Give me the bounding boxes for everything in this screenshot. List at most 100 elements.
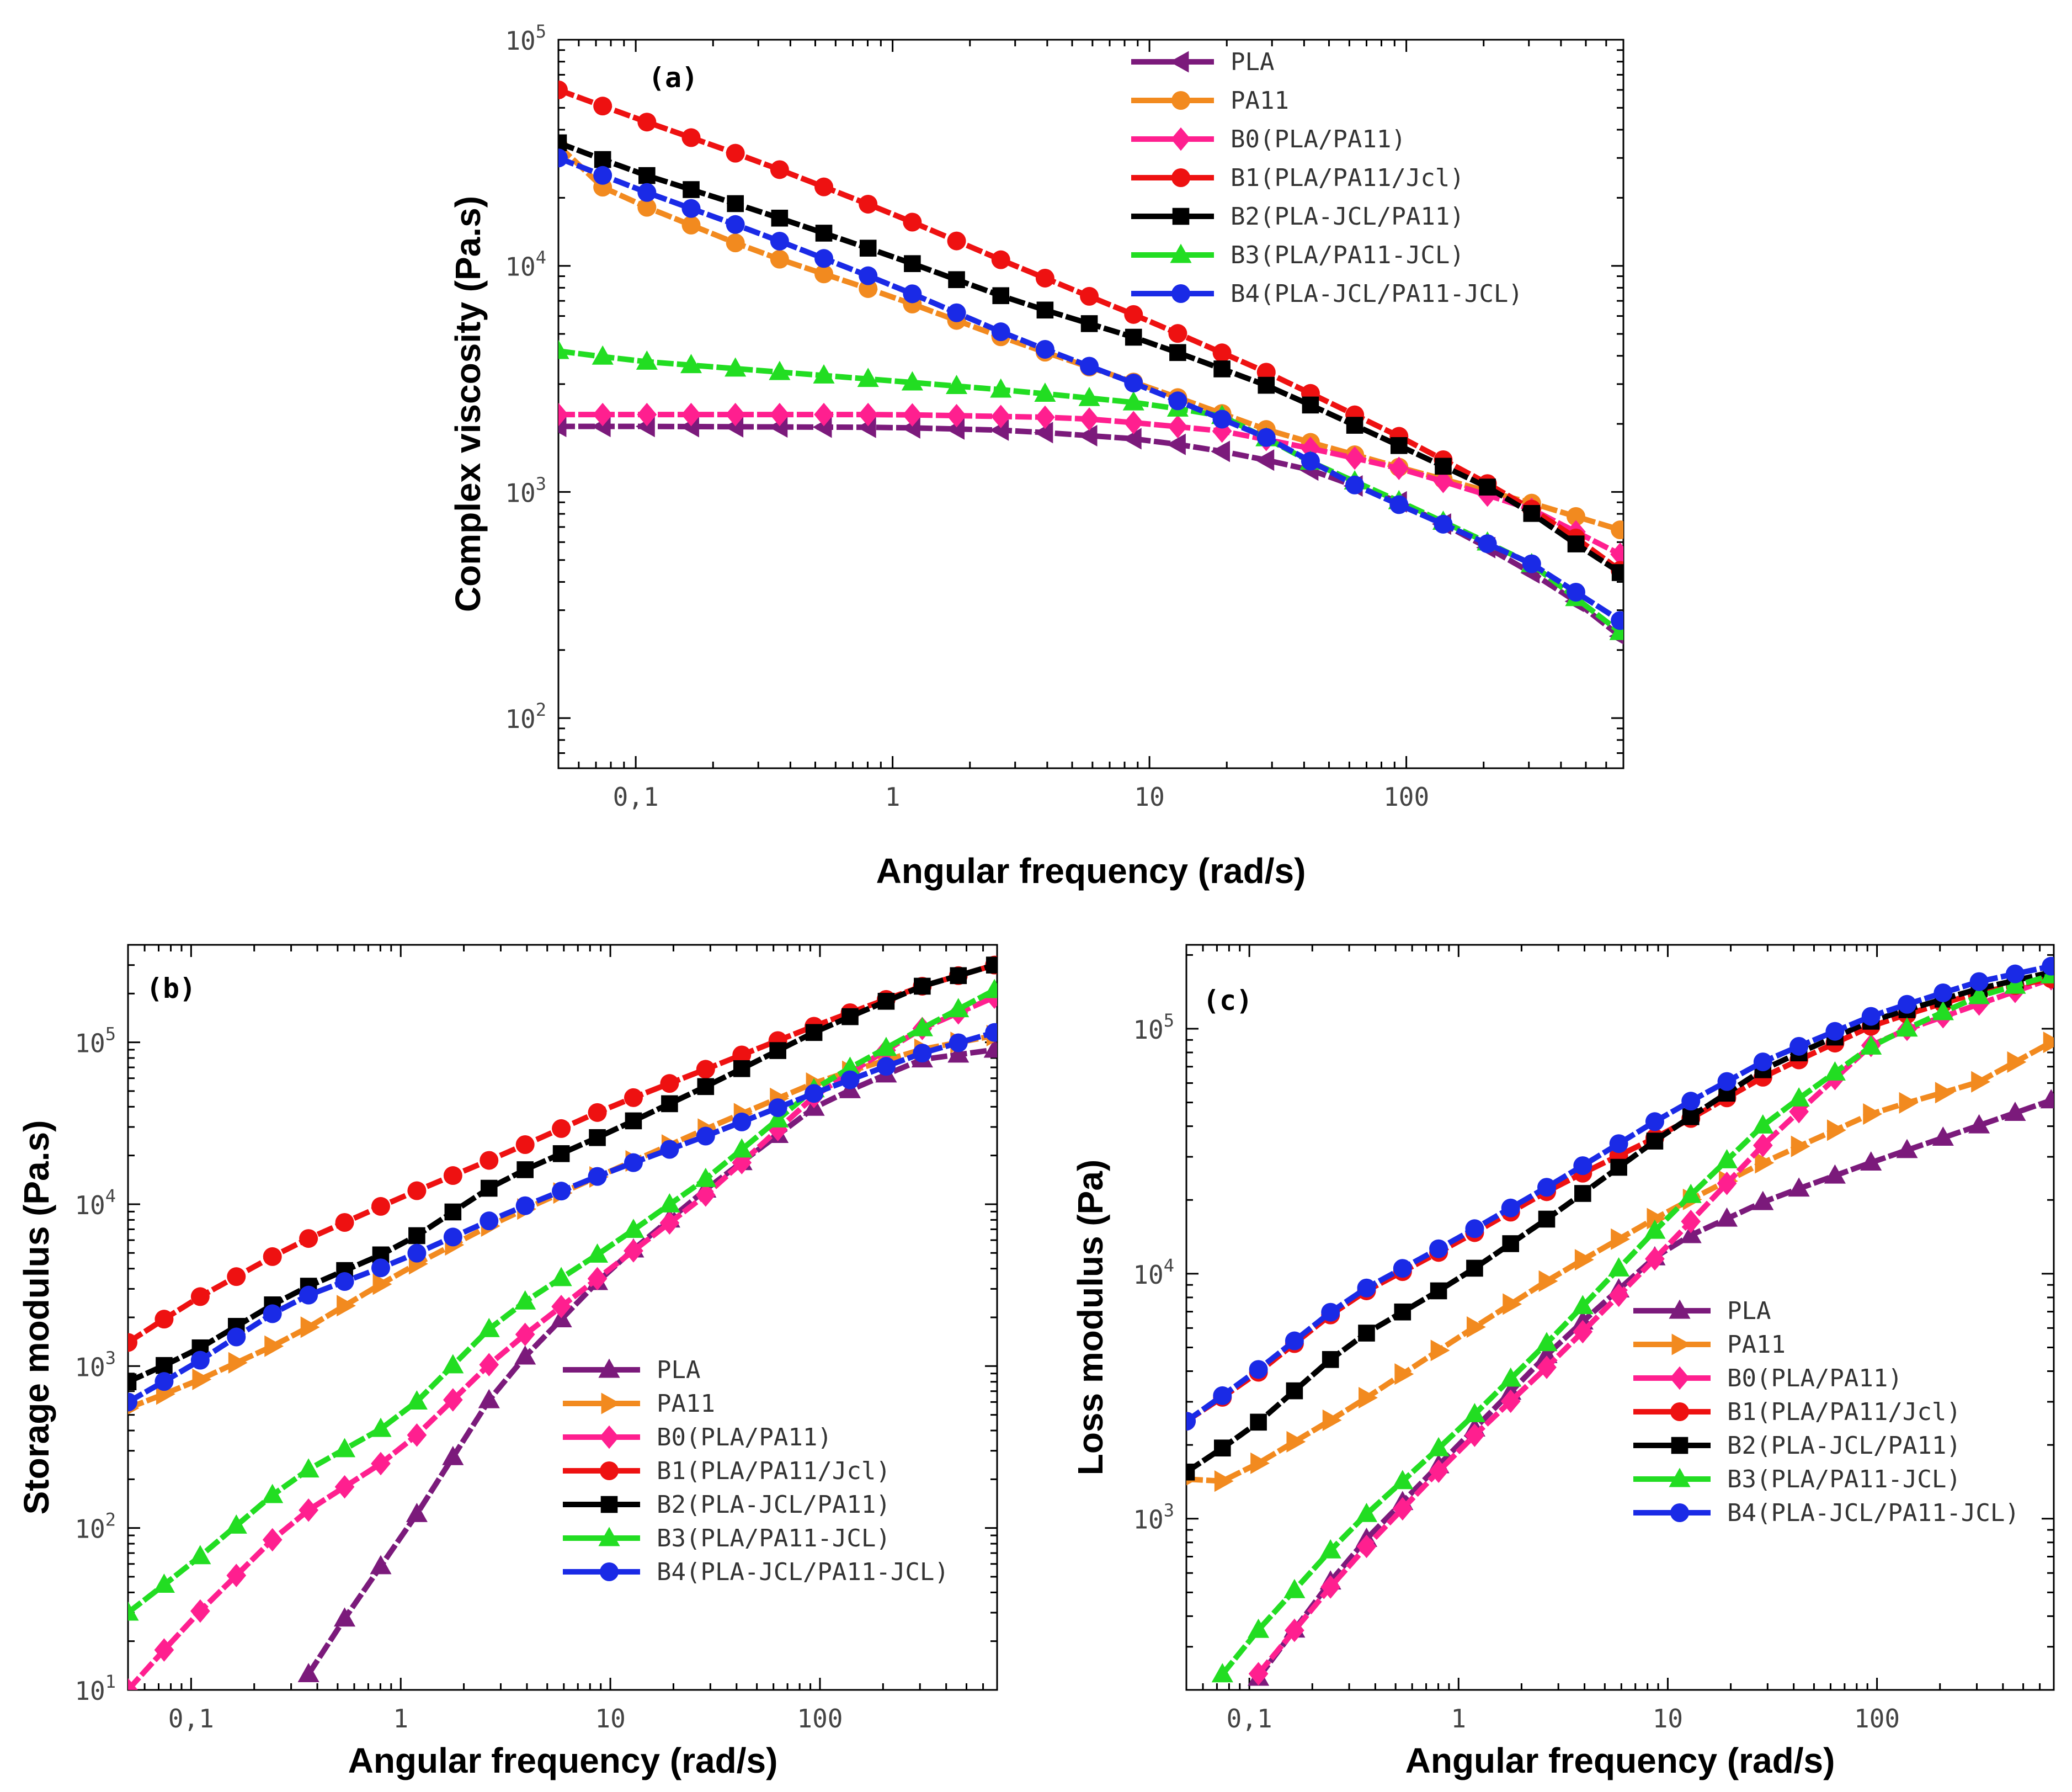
y-tick-label: 102 <box>505 699 546 734</box>
legend-item-b2: B2(PLA-JCL/PA11) <box>1633 1432 1961 1460</box>
data-point <box>407 1181 427 1200</box>
data-point <box>1716 1207 1738 1227</box>
legend: PLA PA11 B0(PLA/PA11) B1(PLA/PA11/Jcl) B2(PL… <box>563 1356 949 1586</box>
data-point <box>1645 1247 1665 1271</box>
data-point <box>771 209 789 227</box>
data-point <box>1611 520 1623 540</box>
data-point <box>769 360 791 380</box>
data-point <box>443 1227 462 1247</box>
series-line <box>1220 972 2052 1676</box>
data-point <box>1502 1235 1520 1252</box>
y-tick-label: 101 <box>74 1671 116 1706</box>
legend-swatch-marker <box>1171 284 1190 303</box>
data-point <box>840 1070 860 1089</box>
data-point <box>1610 1158 1627 1176</box>
data-point <box>726 233 745 253</box>
data-point <box>442 1445 464 1465</box>
data-point <box>913 1044 932 1063</box>
data-point <box>1389 456 1409 480</box>
data-point <box>407 1423 427 1447</box>
data-point <box>1429 1239 1448 1258</box>
legend-swatch-marker <box>599 1425 619 1449</box>
data-point <box>1463 1403 1485 1422</box>
legend-item-b2: B2(PLA-JCL/PA11) <box>563 1491 891 1519</box>
data-point <box>983 979 997 998</box>
data-point <box>1283 1578 1306 1598</box>
data-point <box>1573 1320 1593 1344</box>
data-point <box>128 1601 139 1621</box>
data-point <box>731 1138 753 1158</box>
legend-item-b0: B0(PLA/PA11) <box>1633 1364 1903 1392</box>
data-point <box>1320 1575 1341 1599</box>
data-point <box>1755 1152 1775 1174</box>
data-point <box>335 1213 354 1232</box>
data-point <box>1898 995 1917 1014</box>
data-point <box>2040 1089 2054 1109</box>
data-point <box>128 1373 137 1391</box>
data-point <box>770 231 789 251</box>
data-point <box>624 1153 643 1172</box>
series-line <box>1186 969 2052 1475</box>
legend-label: B2(PLA-JCL/PA11) <box>657 1491 891 1519</box>
data-point <box>1932 1001 1954 1020</box>
data-point <box>983 1038 997 1058</box>
y-axis-title: Storage modulus (Pa.s) <box>17 1120 56 1515</box>
data-point <box>1250 1452 1270 1474</box>
legend-label: B0(PLA/PA11) <box>1231 125 1406 153</box>
y-tick-label: 105 <box>74 1024 116 1059</box>
data-point <box>128 1392 137 1412</box>
data-point <box>478 1389 500 1408</box>
data-point <box>1479 478 1496 496</box>
legend-label: PA11 <box>657 1390 715 1418</box>
series-line <box>1186 976 2052 1424</box>
y-tick-label: 103 <box>1133 1500 1174 1535</box>
data-point <box>550 1267 572 1286</box>
data-point <box>1168 414 1188 439</box>
data-point <box>1610 543 1623 566</box>
data-point <box>814 249 834 268</box>
data-point <box>1968 1114 1990 1134</box>
legend-item-b1: B1(PLA/PA11/Jcl) <box>563 1457 891 1485</box>
data-point <box>696 1126 715 1146</box>
data-point <box>2004 1102 2026 1121</box>
legend-item-b4: B4(PLA-JCL/PA11-JCL) <box>563 1558 949 1586</box>
data-point <box>226 1564 247 1587</box>
data-point <box>947 231 966 251</box>
data-point <box>660 1140 679 1159</box>
data-point <box>299 1498 318 1522</box>
data-point <box>371 1451 391 1476</box>
data-point <box>1611 611 1623 630</box>
data-point <box>1286 1431 1306 1453</box>
data-point <box>1644 1219 1666 1239</box>
data-point <box>1186 1412 1196 1431</box>
data-point <box>1080 315 1098 332</box>
legend-label: B4(PLA-JCL/PA11-JCL) <box>1727 1499 2020 1527</box>
data-point <box>1036 301 1054 319</box>
legend-label: B0(PLA/PA11) <box>1727 1364 1903 1392</box>
data-point <box>1682 1108 1700 1125</box>
data-point <box>695 1167 717 1187</box>
data-point <box>732 1151 752 1174</box>
data-point <box>1035 268 1054 288</box>
data-point <box>154 1638 174 1662</box>
legend-swatch-marker <box>1670 1366 1690 1390</box>
data-point <box>814 264 834 284</box>
data-point <box>727 195 744 212</box>
legend-label: PLA <box>1727 1297 1771 1325</box>
data-point <box>992 287 1010 305</box>
data-point <box>155 1310 174 1329</box>
legend-label: B2(PLA-JCL/PA11) <box>1231 203 1464 231</box>
data-point <box>480 1211 499 1231</box>
data-point <box>372 1273 392 1295</box>
data-point <box>593 166 612 185</box>
data-point <box>1322 1351 1339 1368</box>
data-point <box>1932 1126 1954 1146</box>
data-point <box>190 1599 210 1623</box>
legend-swatch-marker <box>1170 243 1192 263</box>
data-point <box>1899 1092 1919 1114</box>
data-point <box>1080 286 1099 306</box>
data-point <box>681 199 701 218</box>
series-line <box>1186 963 2052 1424</box>
data-point <box>949 1033 968 1052</box>
data-point <box>1359 1387 1378 1409</box>
